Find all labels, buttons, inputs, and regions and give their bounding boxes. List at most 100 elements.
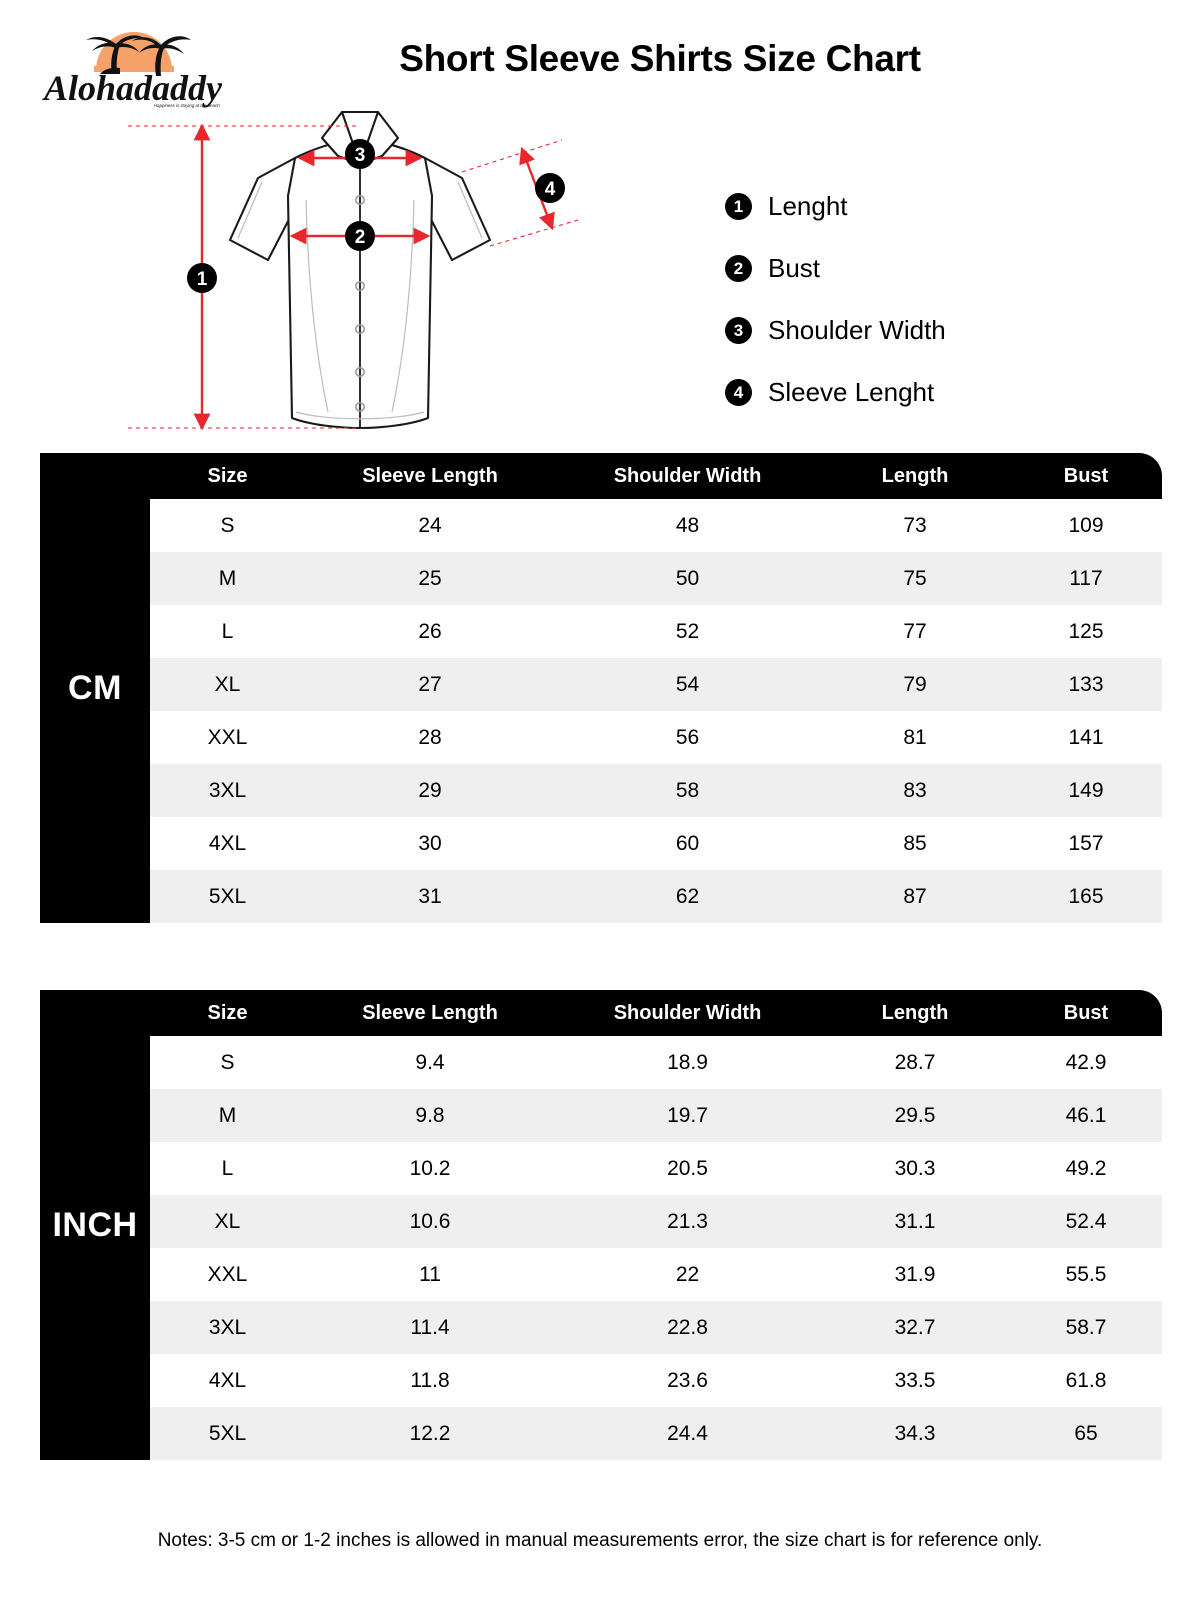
cell-value: 28 xyxy=(418,725,442,749)
cell-value: 18.9 xyxy=(667,1050,708,1074)
table-row: XL 10.6 21.3 31.1 52.4 xyxy=(150,1195,1162,1248)
cell-value: 22.8 xyxy=(667,1315,708,1339)
cell-value: 56 xyxy=(675,725,700,749)
table-row: L 26 52 77 125 xyxy=(150,605,1162,658)
table-row: 5XL 31 62 87 165 xyxy=(150,870,1162,923)
legend-item-length: 1 Lenght xyxy=(725,175,1105,237)
cell-size: S xyxy=(220,513,235,537)
cell-size: 5XL xyxy=(208,1421,247,1445)
cell-value: 12.2 xyxy=(409,1421,451,1445)
cell-value: 87 xyxy=(903,884,927,908)
table-row: XXL 28 56 81 141 xyxy=(150,711,1162,764)
cell-value: 26 xyxy=(418,619,442,643)
cell-value: 73 xyxy=(903,513,927,537)
legend-item-shoulder-width: 3 Shoulder Width xyxy=(725,299,1105,361)
cell-value: 141 xyxy=(1068,725,1104,749)
column-header-size: Size xyxy=(207,464,248,487)
table-row: 3XL 11.4 22.8 32.7 58.7 xyxy=(150,1301,1162,1354)
diagram-marker-shoulder: 3 xyxy=(345,139,375,169)
legend-badge-2-icon: 2 xyxy=(725,254,752,282)
cell-value: 34.3 xyxy=(894,1421,936,1445)
column-header-bust: Bust xyxy=(1063,1001,1109,1024)
cell-value: 77 xyxy=(903,619,927,643)
page-header: Alohadaddy Happiness is staying at the b… xyxy=(0,0,1200,110)
legend-badge-4-icon: 4 xyxy=(725,378,752,406)
legend-item-sleeve-length: 4 Sleeve Lenght xyxy=(725,361,1105,423)
cell-value: 30.3 xyxy=(894,1156,936,1180)
cell-value: 125 xyxy=(1068,619,1104,643)
cell-size: 4XL xyxy=(208,1368,247,1392)
table-row: XL 27 54 79 133 xyxy=(150,658,1162,711)
column-header-length: Length xyxy=(881,464,949,487)
brand-tagline: Happiness is staying at the beach xyxy=(154,103,220,108)
inch-table-header-row: Size Sleeve Length Shoulder Width Length… xyxy=(150,990,1162,1036)
column-header-shoulder-width: Shoulder Width xyxy=(613,1001,762,1024)
cell-value: 19.7 xyxy=(667,1103,708,1127)
cell-value: 29 xyxy=(418,778,442,802)
table-row: S 24 48 73 109 xyxy=(150,499,1162,552)
cell-value: 23.6 xyxy=(667,1368,708,1392)
shirt-illustration-icon: 1 2 3 4 xyxy=(128,110,579,431)
shirt-measurement-diagram: 1 2 3 4 1 Lenght 2 Bust xyxy=(0,100,1200,450)
cell-size: 5XL xyxy=(208,884,247,908)
cell-value: 83 xyxy=(903,778,927,802)
table-row: M 9.8 19.7 29.5 46.1 xyxy=(150,1089,1162,1142)
cell-value: 109 xyxy=(1068,513,1104,537)
inch-table-body: S 9.4 18.9 28.7 42.9 M 9.8 19.7 29.5 46.1 L 10.2 20.… xyxy=(150,1036,1162,1460)
cell-value: 48 xyxy=(675,513,700,537)
cell-value: 61.8 xyxy=(1065,1368,1107,1392)
cm-table-body: S 24 48 73 109 M 25 50 75 117 L 26 52 77 125 XL 27 54 79 13… xyxy=(150,499,1162,923)
cell-value: 27 xyxy=(418,672,442,696)
cell-value: 133 xyxy=(1068,672,1104,696)
cell-size: S xyxy=(220,1050,235,1074)
column-header-shoulder-width: Shoulder Width xyxy=(613,464,762,487)
legend-label-bust: Bust xyxy=(768,252,821,283)
cell-value: 31.1 xyxy=(894,1209,936,1233)
cell-value: 31 xyxy=(418,884,442,908)
cell-value: 11 xyxy=(419,1262,441,1286)
legend-badge-3-icon: 3 xyxy=(725,316,752,344)
table-row: 4XL 11.8 23.6 33.5 61.8 xyxy=(150,1354,1162,1407)
column-header-sleeve-length: Sleeve Length xyxy=(362,464,498,487)
column-header-sleeve-length: Sleeve Length xyxy=(362,1001,498,1024)
cell-value: 52 xyxy=(675,619,700,643)
cell-value: 65 xyxy=(1074,1421,1098,1445)
cell-value: 11.4 xyxy=(410,1315,450,1339)
legend-label-sleeve-length: Sleeve Lenght xyxy=(768,376,935,407)
legend-badge-1-icon: 1 xyxy=(725,192,752,220)
cell-value: 54 xyxy=(675,672,700,696)
brand-logo: Alohadaddy Happiness is staying at the b… xyxy=(36,8,276,108)
column-header-length: Length xyxy=(881,1001,949,1024)
cell-size: XL xyxy=(214,672,241,696)
cell-value: 21.3 xyxy=(667,1209,708,1233)
svg-text:1: 1 xyxy=(197,269,208,290)
legend-label-shoulder-width: Shoulder Width xyxy=(768,314,946,345)
cell-size: L xyxy=(221,619,234,643)
cell-value: 60 xyxy=(675,831,700,855)
cell-value: 50 xyxy=(675,566,700,590)
cell-value: 52.4 xyxy=(1065,1209,1107,1233)
svg-text:3: 3 xyxy=(355,145,366,166)
page-title: Short Sleeve Shirts Size Chart xyxy=(399,38,921,79)
cell-size: M xyxy=(218,566,237,590)
cell-value: 32.7 xyxy=(894,1315,936,1339)
table-row: 5XL 12.2 24.4 34.3 65 xyxy=(150,1407,1162,1460)
cell-value: 24 xyxy=(418,513,442,537)
diagram-marker-bust: 2 xyxy=(345,221,375,251)
cell-value: 9.4 xyxy=(415,1050,445,1074)
cell-size: 4XL xyxy=(208,831,247,855)
cell-value: 149 xyxy=(1068,778,1104,802)
cell-value: 85 xyxy=(903,831,927,855)
cell-value: 58 xyxy=(675,778,700,802)
cell-size: 3XL xyxy=(208,1315,247,1339)
svg-text:2: 2 xyxy=(355,227,366,248)
cell-value: 81 xyxy=(903,725,927,749)
cell-value: 33.5 xyxy=(894,1368,936,1392)
cell-value: 10.2 xyxy=(409,1156,451,1180)
cell-value: 165 xyxy=(1068,884,1104,908)
cell-size: XXL xyxy=(207,1262,248,1286)
cell-value: 20.5 xyxy=(667,1156,708,1180)
cell-size: 3XL xyxy=(208,778,247,802)
diagram-marker-length: 1 xyxy=(187,263,217,293)
